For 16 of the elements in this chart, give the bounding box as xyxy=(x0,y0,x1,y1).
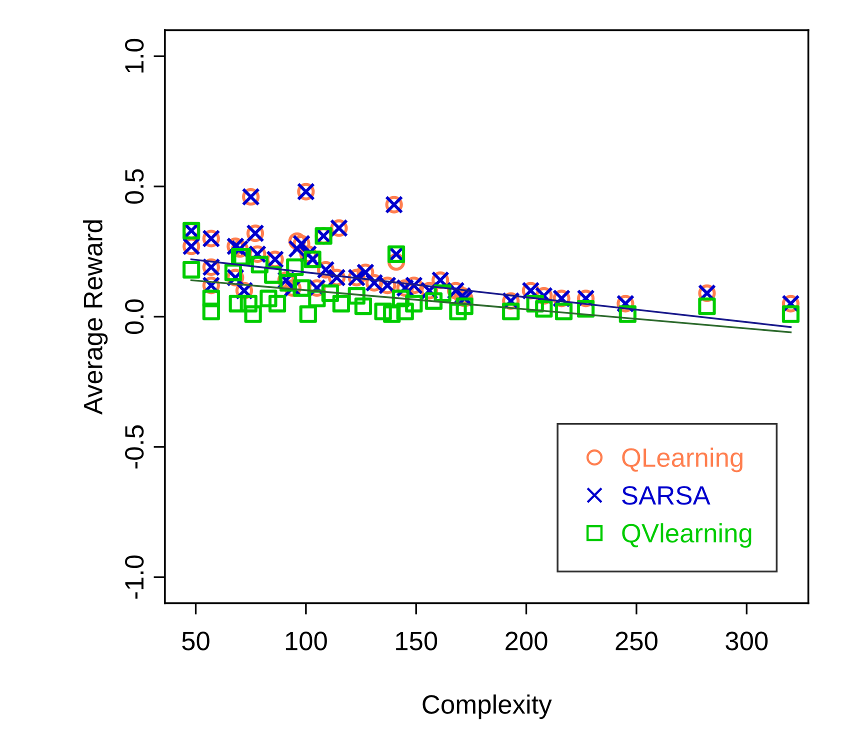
legend-label: SARSA xyxy=(622,486,710,505)
x-tick-label: 200 xyxy=(506,632,548,650)
x-tick-label: 50 xyxy=(182,632,210,650)
x-tick-label: 150 xyxy=(396,632,438,650)
legend-label: QVlearning xyxy=(622,523,752,548)
y-axis-title: Average Reward xyxy=(83,220,108,415)
x-tick-label: 250 xyxy=(616,632,658,650)
y-tick-label: 1.0 xyxy=(125,38,144,73)
y-tick-label: -0.5 xyxy=(125,425,144,468)
y-tick-label: -1.0 xyxy=(125,555,144,599)
legend-label: QLearning xyxy=(622,448,742,472)
x-tick-label: 100 xyxy=(286,632,327,650)
x-axis-title: Complexity xyxy=(422,694,552,720)
y-tick-label: 0.5 xyxy=(125,169,144,204)
y-tick-label: 0.0 xyxy=(125,299,144,334)
x-tick-label: 300 xyxy=(726,632,768,650)
